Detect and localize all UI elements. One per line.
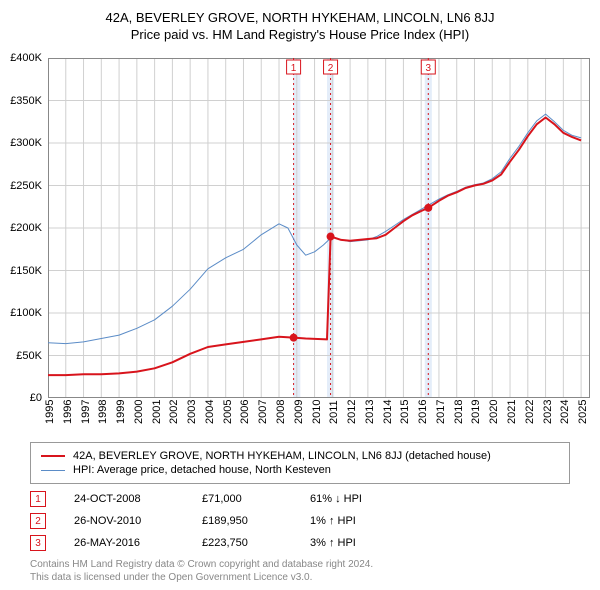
events-list: 1 24-OCT-2008 £71,000 61% ↓ HPI 2 26-NOV-2010… xyxy=(30,488,362,554)
event-date: 24-OCT-2008 xyxy=(74,493,174,505)
chart-subtitle: Price paid vs. HM Land Registry's House … xyxy=(0,25,600,48)
x-tick-label: 2018 xyxy=(453,400,465,424)
x-tick-label: 2000 xyxy=(133,400,145,424)
y-tick-label: £150K xyxy=(10,265,42,277)
y-tick-label: £350K xyxy=(10,95,42,107)
event-price: £189,950 xyxy=(202,515,282,527)
x-tick-label: 2010 xyxy=(311,400,323,424)
x-tick-label: 2017 xyxy=(435,400,447,424)
event-price: £223,750 xyxy=(202,537,282,549)
footer-line2: This data is licensed under the Open Gov… xyxy=(30,571,373,584)
y-tick-label: £0 xyxy=(30,392,42,404)
x-tick-label: 2023 xyxy=(542,400,554,424)
legend-swatch xyxy=(41,455,65,457)
x-tick-label: 2001 xyxy=(151,400,163,424)
footer-line1: Contains HM Land Registry data © Crown c… xyxy=(30,558,373,571)
svg-text:1: 1 xyxy=(291,63,297,74)
x-tick-label: 2012 xyxy=(346,400,358,424)
event-row: 3 26-MAY-2016 £223,750 3% ↑ HPI xyxy=(30,532,362,554)
event-delta: 3% ↑ HPI xyxy=(310,537,356,549)
event-marker: 1 xyxy=(30,491,46,507)
event-marker: 3 xyxy=(30,535,46,551)
legend-item: 42A, BEVERLEY GROVE, NORTH HYKEHAM, LINC… xyxy=(41,449,559,463)
x-tick-label: 2025 xyxy=(577,400,589,424)
event-date: 26-NOV-2010 xyxy=(74,515,174,527)
event-marker: 2 xyxy=(30,513,46,529)
y-tick-label: £50K xyxy=(16,350,42,362)
x-tick-label: 2015 xyxy=(399,400,411,424)
x-tick-label: 2008 xyxy=(275,400,287,424)
x-tick-label: 2004 xyxy=(204,400,216,424)
x-axis-ticks: 1995199619971998199920002001200220032004… xyxy=(48,400,590,440)
legend-label: 42A, BEVERLEY GROVE, NORTH HYKEHAM, LINC… xyxy=(73,450,491,462)
x-tick-label: 2013 xyxy=(364,400,376,424)
x-tick-label: 2003 xyxy=(186,400,198,424)
event-row: 1 24-OCT-2008 £71,000 61% ↓ HPI xyxy=(30,488,362,510)
legend-item: HPI: Average price, detached house, Nort… xyxy=(41,463,559,477)
x-tick-label: 2011 xyxy=(328,400,340,424)
x-tick-label: 1995 xyxy=(44,400,56,424)
y-tick-label: £300K xyxy=(10,137,42,149)
event-delta: 61% ↓ HPI xyxy=(310,493,362,505)
x-tick-label: 2019 xyxy=(470,400,482,424)
x-tick-label: 1997 xyxy=(80,400,92,424)
x-tick-label: 2024 xyxy=(559,400,571,424)
event-date: 26-MAY-2016 xyxy=(74,537,174,549)
x-tick-label: 2009 xyxy=(293,400,305,424)
x-tick-label: 1998 xyxy=(97,400,109,424)
x-tick-label: 2021 xyxy=(506,400,518,424)
legend-label: HPI: Average price, detached house, Nort… xyxy=(73,464,331,476)
x-tick-label: 2005 xyxy=(222,400,234,424)
y-tick-label: £400K xyxy=(10,52,42,64)
y-axis-ticks: £0£50K£100K£150K£200K£250K£300K£350K£400… xyxy=(0,58,46,398)
x-tick-label: 2006 xyxy=(239,400,251,424)
event-row: 2 26-NOV-2010 £189,950 1% ↑ HPI xyxy=(30,510,362,532)
footer: Contains HM Land Registry data © Crown c… xyxy=(30,558,373,584)
chart-container: 42A, BEVERLEY GROVE, NORTH HYKEHAM, LINC… xyxy=(0,0,600,590)
svg-text:3: 3 xyxy=(426,63,432,74)
x-tick-label: 2020 xyxy=(488,400,500,424)
y-tick-label: £200K xyxy=(10,222,42,234)
chart-svg: 1 2 3 xyxy=(48,58,590,398)
x-tick-label: 2007 xyxy=(257,400,269,424)
x-tick-label: 2002 xyxy=(168,400,180,424)
y-tick-label: £250K xyxy=(10,180,42,192)
x-tick-label: 1999 xyxy=(115,400,127,424)
event-delta: 1% ↑ HPI xyxy=(310,515,356,527)
event-price: £71,000 xyxy=(202,493,282,505)
svg-text:2: 2 xyxy=(328,63,334,74)
legend-swatch xyxy=(41,470,65,471)
x-tick-label: 2014 xyxy=(382,400,394,424)
x-tick-label: 2022 xyxy=(524,400,536,424)
y-tick-label: £100K xyxy=(10,307,42,319)
x-tick-label: 1996 xyxy=(62,400,74,424)
chart-title: 42A, BEVERLEY GROVE, NORTH HYKEHAM, LINC… xyxy=(0,0,600,25)
plot-area: 1 2 3 xyxy=(48,58,590,398)
legend: 42A, BEVERLEY GROVE, NORTH HYKEHAM, LINC… xyxy=(30,442,570,484)
x-tick-label: 2016 xyxy=(417,400,429,424)
